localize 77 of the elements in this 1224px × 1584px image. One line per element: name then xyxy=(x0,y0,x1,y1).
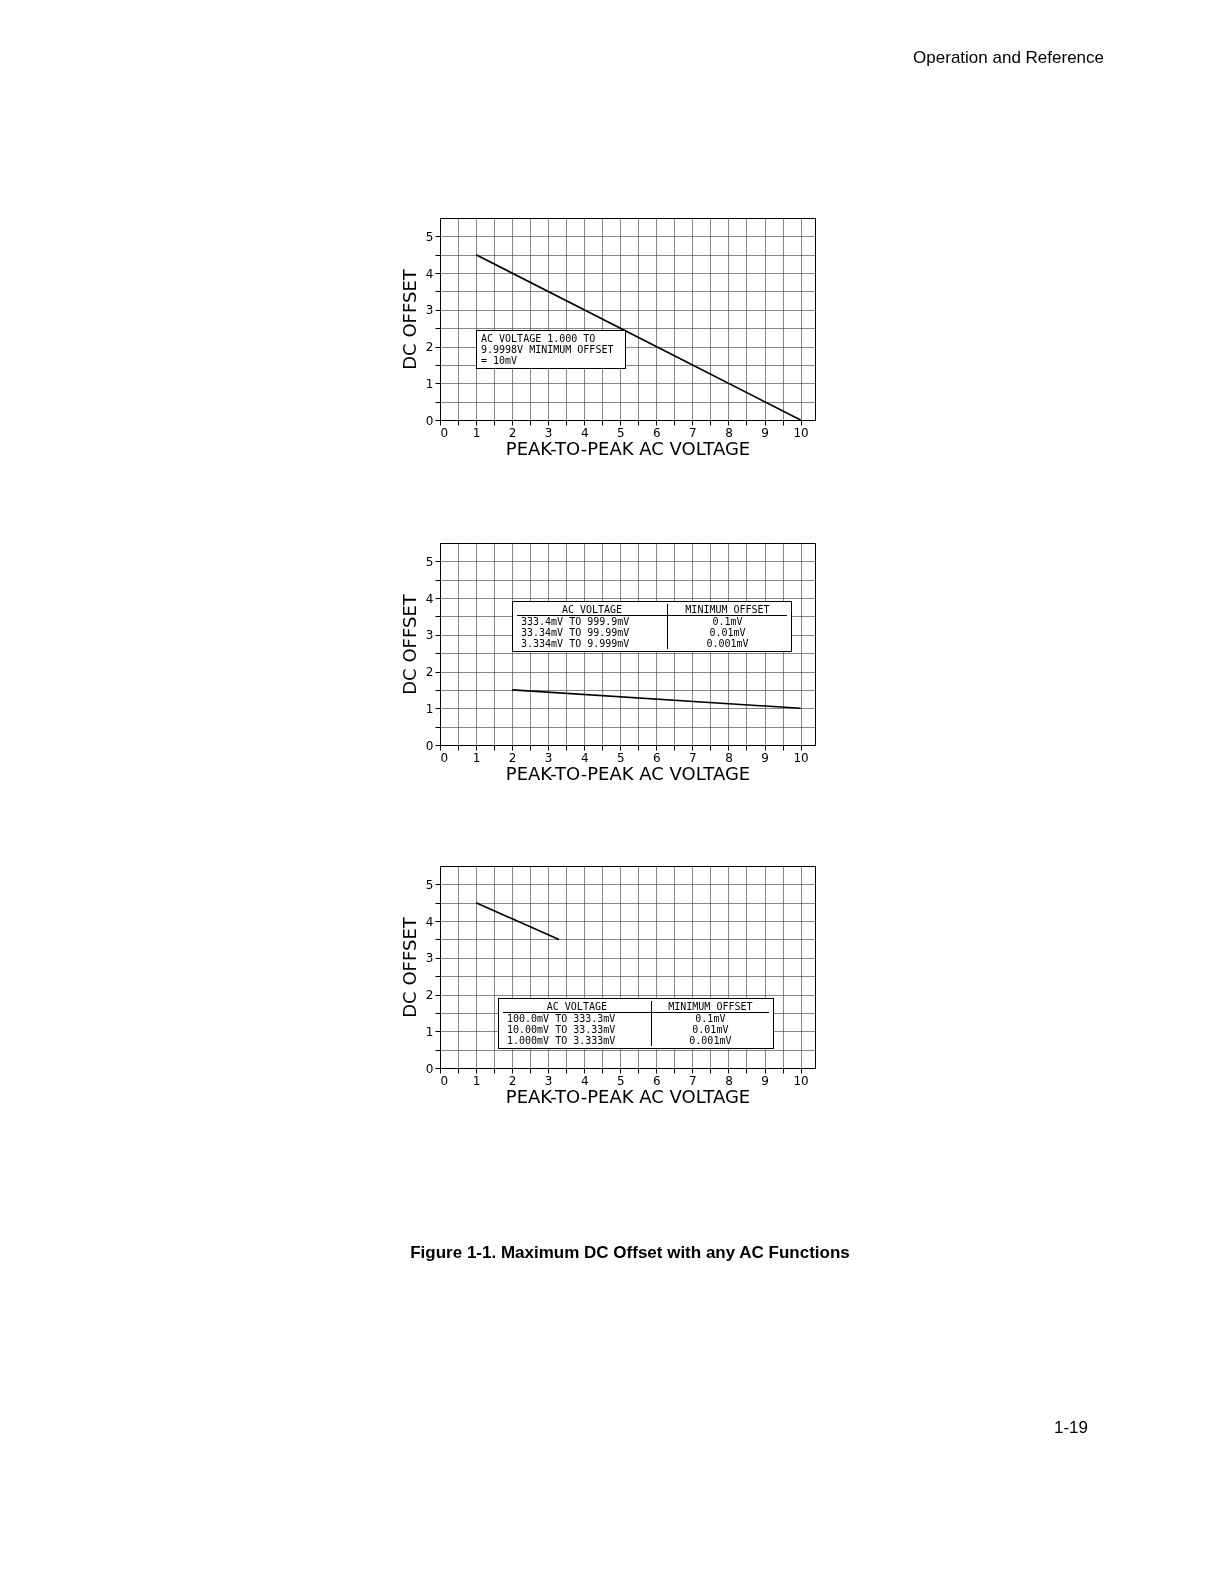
note-box: AC VOLTAGE 1.000 TO 9.9998V MINIMUM OFFSET = 10mV xyxy=(476,330,626,369)
x-tick-label: 6 xyxy=(653,750,661,765)
x-tick-label: 0 xyxy=(440,1073,449,1088)
x-tick-label: 2 xyxy=(508,750,517,765)
x-tick-label: 9 xyxy=(761,750,769,765)
y-tick-label: 5 xyxy=(425,229,434,244)
x-tick-label: 6 xyxy=(653,425,661,440)
x-tick-label: 0 xyxy=(440,750,449,765)
annotation: MINIMUM OFFSET xyxy=(667,604,787,616)
x-tick-label: 6 xyxy=(653,1073,661,1088)
y-tick-label: 3 xyxy=(425,303,434,318)
x-tick-label: 0 xyxy=(440,425,449,440)
x-axis-title: PEAK-TO-PEAK AC VOLTAGE xyxy=(505,437,751,459)
x-tick-label: 10 xyxy=(793,425,809,440)
x-tick-label: 2 xyxy=(508,1073,517,1088)
x-axis-title: PEAK-TO-PEAK AC VOLTAGE xyxy=(505,762,751,784)
x-tick-label: 2 xyxy=(508,425,517,440)
y-tick-label: 4 xyxy=(425,266,434,281)
y-tick-label: 2 xyxy=(425,665,434,680)
y-tick-label: 2 xyxy=(425,988,434,1003)
x-tick-label: 3 xyxy=(544,425,553,440)
y-tick-label: 5 xyxy=(425,554,434,569)
y-tick-label: 5 xyxy=(425,877,434,892)
caption: Figure 1-1. Maximum DC Offset with any AC Functions xyxy=(409,1243,851,1263)
annotation: 0.01mV xyxy=(651,1024,769,1035)
y-tick-label: 2 xyxy=(425,340,434,355)
annotation: MINIMUM OFFSET xyxy=(651,1001,769,1013)
annotation: AC VOLTAGE xyxy=(503,1001,652,1013)
x-tick-label: 7 xyxy=(689,1073,697,1088)
annotation: 333.4mV TO 999.9mV xyxy=(520,615,631,627)
x-tick-label: 1 xyxy=(472,425,481,440)
y-tick-label: 3 xyxy=(425,951,434,966)
annotation: 0.001mV xyxy=(667,638,787,649)
y-axis-title: DC OFFSET xyxy=(398,916,420,1018)
x-tick-label: 4 xyxy=(580,1073,589,1088)
x-tick-label: 1 xyxy=(472,1073,481,1088)
x-tick-label: 7 xyxy=(689,425,697,440)
x-tick-label: 4 xyxy=(580,750,589,765)
x-tick-label: 5 xyxy=(616,750,625,765)
y-axis-title: DC OFFSET xyxy=(398,268,420,370)
y-tick-label: 1 xyxy=(425,1024,434,1039)
x-tick-label: 1 xyxy=(472,750,481,765)
annotation: AC VOLTAGE xyxy=(517,604,668,616)
y-tick-label: 0 xyxy=(425,1061,434,1076)
x-tick-label: 8 xyxy=(725,425,733,440)
y-tick-label: 0 xyxy=(425,413,434,428)
annotation: 0.1mV xyxy=(651,1012,769,1024)
y-tick-label: 3 xyxy=(425,628,434,643)
y-tick-label: 1 xyxy=(425,376,434,391)
x-tick-label: 3 xyxy=(544,750,553,765)
annotation: 100.0mV TO 333.3mV xyxy=(506,1012,617,1024)
x-tick-label: 3 xyxy=(544,1073,553,1088)
annotation: 1.000mV TO 3.333mV xyxy=(506,1035,617,1046)
y-tick-label: 1 xyxy=(425,701,434,716)
annotation: 3.334mV TO 9.999mV xyxy=(520,638,631,649)
x-tick-label: 8 xyxy=(725,1073,733,1088)
annotation: 0.001mV xyxy=(651,1035,769,1046)
annotation: 10.00mV TO 33.33mV xyxy=(506,1024,617,1035)
y-tick-label: 4 xyxy=(425,914,434,929)
x-tick-label: 10 xyxy=(793,750,809,765)
x-tick-label: 5 xyxy=(616,425,625,440)
x-tick-label: 4 xyxy=(580,425,589,440)
y-axis-title: DC OFFSET xyxy=(398,593,420,695)
x-tick-label: 5 xyxy=(616,1073,625,1088)
y-tick-label: 4 xyxy=(425,591,434,606)
text: 1-19 xyxy=(1052,1418,1088,1438)
x-tick-label: 7 xyxy=(689,750,697,765)
x-tick-label: 10 xyxy=(793,1073,809,1088)
x-tick-label: 8 xyxy=(725,750,733,765)
x-tick-label: 9 xyxy=(761,1073,769,1088)
x-tick-label: 9 xyxy=(761,425,769,440)
y-tick-label: 0 xyxy=(425,738,434,753)
annotation: 33.34mV TO 99.99mV xyxy=(520,627,631,638)
annotation: 0.01mV xyxy=(667,627,787,638)
text: Operation and Reference xyxy=(912,48,1104,68)
annotation: 0.1mV xyxy=(667,615,787,627)
x-axis-title: PEAK-TO-PEAK AC VOLTAGE xyxy=(505,1085,751,1107)
